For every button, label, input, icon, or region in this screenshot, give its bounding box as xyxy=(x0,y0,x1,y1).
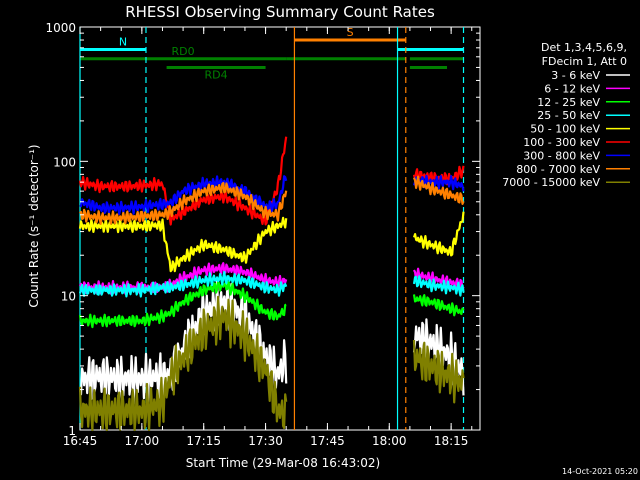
series-line-2 xyxy=(78,279,465,329)
y-axis-label: Count Rate (s⁻¹ detector⁻¹) xyxy=(27,144,41,307)
x-tick-label-4: 17:45 xyxy=(310,434,345,448)
flag-label-1: S xyxy=(347,26,354,39)
flag-label-2: RD0 xyxy=(172,45,195,58)
footer-timestamp: 14-Oct-2021 05:20 xyxy=(562,467,638,476)
series-line-3 xyxy=(78,270,465,298)
legend-header-1: FDecim 1, Att 0 xyxy=(542,55,627,68)
x-tick-label-3: 17:30 xyxy=(248,434,283,448)
instrument-flags: N S RD0 RD4 xyxy=(80,26,464,81)
x-tick-label-1: 17:00 xyxy=(125,434,160,448)
y-tick-label-3: 1000 xyxy=(45,21,76,35)
legend-label-1: 6 - 12 keV xyxy=(544,82,600,95)
y-tick-label-2: 100 xyxy=(53,155,76,169)
series-lines xyxy=(78,136,465,432)
legend-label-6: 300 - 800 keV xyxy=(523,149,600,162)
series-line-4 xyxy=(78,211,465,273)
x-tick-label-5: 18:00 xyxy=(372,434,407,448)
x-axis-ticks: 16:45 17:00 17:15 17:30 17:45 18:00 18:15 xyxy=(63,27,473,448)
series-line-8 xyxy=(78,295,465,432)
y-tick-label-1: 10 xyxy=(61,290,76,304)
legend-header-0: Det 1,3,4,5,6,9, xyxy=(541,41,627,54)
x-tick-label-2: 17:15 xyxy=(186,434,221,448)
legend-label-7: 800 - 7000 keV xyxy=(516,163,600,176)
y-axis-ticks: 1 10 100 1000 xyxy=(45,21,480,438)
legend-label-5: 100 - 300 keV xyxy=(523,136,600,149)
chart-title: RHESSI Observing Summary Count Rates xyxy=(125,3,435,21)
legend-label-8: 7000 - 15000 keV xyxy=(502,176,600,189)
legend-label-4: 50 - 100 keV xyxy=(530,123,600,136)
legend-label-3: 25 - 50 keV xyxy=(537,109,600,122)
legend: Det 1,3,4,5,6,9,FDecim 1, Att 03 - 6 keV… xyxy=(502,41,630,189)
y-tick-label-0: 1 xyxy=(68,424,76,438)
flag-label-0: N xyxy=(119,35,127,48)
series-line-7 xyxy=(79,175,465,225)
legend-label-0: 3 - 6 keV xyxy=(551,69,600,82)
x-tick-label-0: 16:45 xyxy=(63,434,98,448)
x-axis-label: Start Time (29-Mar-08 16:43:02) xyxy=(186,456,380,470)
x-tick-label-6: 18:15 xyxy=(434,434,469,448)
legend-label-2: 12 - 25 keV xyxy=(537,96,600,109)
flag-label-3: RD4 xyxy=(205,68,228,81)
